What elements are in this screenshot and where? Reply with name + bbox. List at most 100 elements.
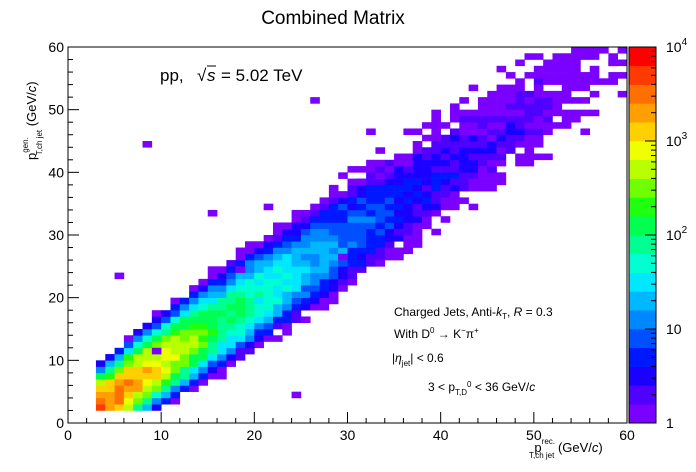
heatmap-cell [207,354,218,361]
heatmap-cell [515,159,525,167]
heatmap-cell [207,360,218,367]
heatmap-cell [403,191,414,198]
heatmap-cell [384,228,395,236]
heatmap-cell [319,247,330,255]
jets-annotation: Charged Jets, Anti-kT, R = 0.3 [394,305,553,321]
heatmap-cell [356,197,367,204]
heatmap-cell [179,347,190,355]
heatmap-cell [524,134,535,142]
heatmap-cell [552,109,563,117]
heatmap-cell [468,184,479,192]
heatmap-cell [328,297,339,305]
heatmap-cell [561,72,572,79]
heatmap-cell [310,291,320,298]
heatmap-cell [310,203,320,211]
heatmap-cell [310,272,320,280]
heatmap-cell [179,310,190,317]
colorbar-tick-label: 103 [666,131,688,149]
heatmap-cell [291,247,302,255]
heatmap-cell [217,347,227,355]
heatmap-cell [254,260,264,267]
heatmap-cell [403,128,414,136]
heatmap-cell [580,84,591,92]
heatmap-cell [133,385,143,392]
heatmap-cell [123,354,134,361]
y-tick-label: 40 [48,164,64,180]
heatmap-cell [123,404,134,411]
heatmap-cell [440,122,451,129]
colorbar-segment [629,141,656,161]
heatmap-cell [235,310,246,317]
heatmap-cell [161,366,171,374]
heatmap-cell [422,203,432,211]
heatmap-cell [338,172,348,179]
heatmap-cell [543,122,553,129]
heatmap-cell [412,172,423,179]
heatmap-cell [524,53,535,60]
heatmap-cell [505,141,516,148]
heatmap-cell [170,360,181,367]
heatmap-cells [95,47,628,411]
heatmap-cell [226,291,236,298]
heatmap-cell [477,178,488,186]
heatmap-cell [356,222,367,230]
heatmap-cell [533,128,544,136]
heatmap-cell [394,184,404,192]
heatmap-cell [477,128,488,136]
heatmap-cell [347,166,358,173]
heatmap-cell [105,379,115,386]
heatmap-cell [245,322,255,330]
heatmap-cell [589,90,600,98]
heatmap-cell [571,84,581,92]
heatmap-cell [412,147,423,154]
heatmap-cell [589,109,600,117]
heatmap-cell [207,372,218,380]
heatmap-cell [114,372,125,380]
heatmap-cell [170,379,181,386]
heatmap-cell [207,303,218,311]
heatmap-cell [310,253,320,261]
heatmap-cell [319,272,330,280]
colorbar-segment [629,84,656,104]
heatmap-cell [589,78,600,85]
heatmap-cell [123,385,134,392]
heatmap-cell [347,266,358,273]
heatmap-cell [543,103,553,110]
heatmap-cell [105,360,115,367]
heatmap-cell [515,115,525,123]
heatmap-cell [487,122,497,129]
heatmap-cell [291,216,302,223]
heatmap-cell [142,354,153,361]
heatmap-cell [347,241,358,248]
heatmap-cell [375,209,386,217]
heatmap-cell [226,266,236,273]
colorbar-segment [629,197,656,217]
heatmap-cell [282,329,292,336]
heatmap-cell [179,335,190,342]
x-axis: 0 10 20 30 40 50 60 [64,412,635,443]
heatmap-cell [338,191,348,198]
heatmap-cell [142,379,153,386]
heatmap-cell [179,322,190,330]
heatmap-cell [496,122,507,129]
heatmap-cell [282,278,292,286]
heatmap-cell [552,78,563,85]
heatmap-cell [338,209,348,217]
heatmap-cell [319,241,330,248]
heatmap-cell [133,341,143,349]
heatmap-cell [449,203,460,211]
heatmap-cell [300,316,311,324]
heatmap-cell [179,379,190,386]
heatmap-cell [189,303,199,311]
heatmap-cell [580,128,591,136]
heatmap-cell [394,153,404,161]
heatmap-cell [412,209,423,217]
heatmap-cell [468,109,479,117]
heatmap-cell [422,159,432,167]
heatmap-cell [123,379,134,386]
heatmap-cell [533,97,544,104]
heatmap-cell [189,385,199,392]
heatmap-cell [310,97,320,104]
heatmap-cell [394,159,404,167]
heatmap-cell [515,103,525,110]
